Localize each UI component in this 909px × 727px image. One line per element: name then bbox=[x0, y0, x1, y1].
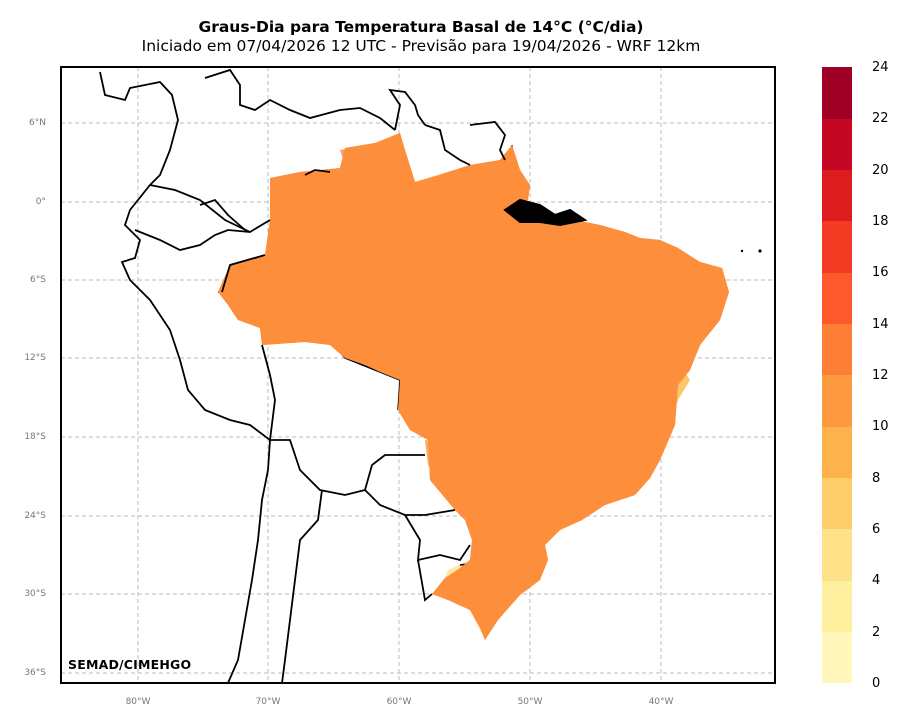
lat-tick-6n: 6°N bbox=[29, 118, 46, 128]
lat-tick-18s: 18°S bbox=[24, 432, 46, 442]
colorbar-segment bbox=[822, 221, 852, 273]
colorbar-segment bbox=[822, 67, 852, 119]
lat-tick-30s: 30°S bbox=[24, 589, 46, 599]
country-borders bbox=[99, 68, 507, 683]
colorbar-tick-label: 6 bbox=[872, 522, 881, 537]
map-title: Graus-Dia para Temperatura Basal de 14°C… bbox=[198, 18, 644, 36]
colorbar-tick-label: 0 bbox=[872, 676, 881, 691]
colorbar-tick-label: 14 bbox=[872, 316, 889, 332]
lat-tick-0: 0° bbox=[35, 197, 46, 207]
colorbar-tick-label: 12 bbox=[872, 368, 889, 383]
colorbar-segment bbox=[822, 477, 852, 530]
lat-tick-36s: 36°S bbox=[24, 668, 46, 678]
colorbar-tick-label: 4 bbox=[872, 573, 881, 589]
lon-tick-40w: 40°W bbox=[648, 697, 674, 707]
map-frame bbox=[60, 66, 776, 684]
lat-tick-24s: 24°S bbox=[24, 511, 46, 521]
colorbar-segment bbox=[822, 169, 852, 222]
colorbar-segment bbox=[822, 426, 852, 479]
map-subtitle: Iniciado em 07/04/2026 12 UTC - Previsão… bbox=[141, 37, 701, 55]
colorbar-segment bbox=[822, 323, 852, 376]
colorbar bbox=[822, 67, 852, 684]
colorbar-tick-label: 18 bbox=[872, 214, 889, 229]
colorbar-segment bbox=[822, 272, 852, 325]
lon-tick-50w: 50°W bbox=[517, 697, 543, 707]
colorbar-tick-label: 20 bbox=[872, 162, 889, 178]
amazon-delta bbox=[503, 198, 588, 227]
colorbar-tick-label: 2 bbox=[872, 624, 881, 640]
lat-tick-12s: 12°S bbox=[24, 353, 46, 363]
lat-tick-6s: 6°S bbox=[30, 275, 46, 285]
lon-tick-80w: 80°W bbox=[125, 697, 151, 707]
colorbar-segment bbox=[822, 375, 852, 427]
colorbar-segment bbox=[822, 580, 852, 633]
colorbar-segment bbox=[822, 631, 852, 684]
colorbar-tick-label: 10 bbox=[872, 419, 889, 435]
credit-label: SEMAD/CIMEHGO bbox=[68, 657, 192, 672]
lon-tick-60w: 60°W bbox=[386, 697, 412, 707]
colorbar-tick-label: 8 bbox=[872, 470, 881, 486]
colorbar-tick-label: 16 bbox=[872, 265, 889, 281]
colorbar-segment bbox=[822, 529, 852, 581]
colorbar-tick-label: 24 bbox=[872, 60, 889, 75]
lon-tick-70w: 70°W bbox=[255, 697, 281, 707]
colorbar-tick-label: 22 bbox=[872, 111, 889, 127]
colorbar-segment bbox=[822, 118, 852, 171]
